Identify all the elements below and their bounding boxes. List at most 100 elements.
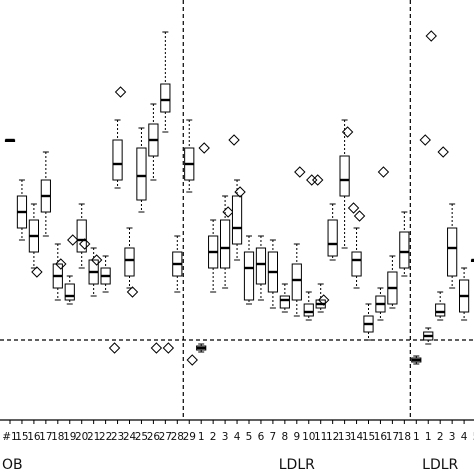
outlier-point — [306, 174, 318, 186]
x-tick-label: 17 — [39, 431, 52, 443]
separator-layer — [0, 0, 474, 420]
x-tick-label: 3 — [449, 431, 456, 443]
x-tick-label: 19 — [63, 431, 76, 443]
box-iqr — [255, 247, 267, 285]
box-iqr — [435, 303, 446, 317]
x-tick-label: 4 — [461, 431, 468, 443]
x-tick-label: 18 — [398, 431, 411, 443]
box-38 — [447, 203, 458, 289]
box-14 — [160, 31, 175, 354]
boxes-layer — [4, 30, 474, 366]
x-tick-label: 25 — [135, 431, 148, 443]
box-iqr — [399, 231, 410, 269]
outlier-point — [150, 342, 163, 354]
box-iqr — [447, 227, 458, 277]
box-24 — [279, 283, 290, 313]
box-35 — [411, 355, 422, 365]
box-iqr — [76, 219, 87, 253]
box-25 — [291, 166, 306, 317]
x-tick-label: 10 — [302, 431, 315, 443]
box-iqr — [112, 139, 123, 181]
outlier-point — [31, 266, 43, 278]
x-tick-label: 1 — [198, 431, 205, 443]
outlier-point — [353, 210, 366, 222]
box-5 — [52, 243, 67, 301]
x-tick-label: 23 — [111, 431, 124, 443]
outlier-point — [90, 254, 103, 266]
x-tick-label: 28 — [171, 431, 184, 443]
box-39 — [459, 267, 470, 321]
outlier-point — [126, 286, 139, 298]
x-tick-label: 18 — [51, 431, 64, 443]
box-18 — [208, 219, 219, 293]
x-tick-label: 14 — [350, 431, 364, 443]
box-7 — [76, 203, 91, 269]
box-17 — [196, 142, 210, 353]
box-21 — [243, 235, 255, 305]
box-40 — [470, 258, 474, 262]
x-tick-label: 26 — [147, 431, 161, 443]
box-31 — [363, 303, 374, 341]
box-iqr — [160, 83, 171, 113]
box-iqr — [279, 295, 290, 309]
outlier-point — [67, 234, 79, 246]
outlier-point — [425, 30, 437, 42]
box-4 — [40, 151, 51, 237]
box-iqr — [303, 303, 314, 317]
box-15 — [172, 235, 183, 293]
outlier-point — [228, 134, 240, 146]
x-tick-label: 24 — [123, 431, 137, 443]
outlier-point — [294, 166, 306, 178]
x-tick-label: 15 — [362, 431, 375, 443]
outlier-point — [347, 202, 360, 214]
box-iqr — [351, 251, 362, 277]
box-29 — [339, 119, 354, 249]
outlier-point — [317, 294, 330, 306]
group-label-2: LDLR — [279, 457, 315, 473]
box-10 — [108, 86, 127, 354]
box-16 — [184, 119, 198, 366]
box-20 — [228, 134, 246, 261]
outlier-point — [114, 86, 127, 98]
x-tick-label: 3 — [222, 431, 229, 443]
x-tick-label: 11 — [314, 431, 327, 443]
x-tick-label: 22 — [99, 431, 112, 443]
outlier-point — [419, 134, 431, 146]
outlier-point — [377, 166, 390, 178]
x-tick-label: 21 — [87, 431, 100, 443]
outlier-point — [341, 126, 354, 138]
outlier-point — [234, 186, 246, 198]
x-tick-label: 17 — [386, 431, 399, 443]
outlier-point — [78, 238, 91, 250]
box-3 — [28, 203, 43, 278]
x-tick-label: 5 — [246, 431, 253, 443]
x-tick-label: 20 — [75, 431, 88, 443]
x-tick-label: 29 — [183, 431, 196, 443]
box-13 — [148, 103, 163, 354]
box-iqr — [291, 263, 302, 301]
box-27 — [311, 174, 330, 313]
box-iqr — [231, 195, 243, 245]
box-37 — [435, 146, 449, 321]
x-tick-label: 2 — [210, 431, 217, 443]
outlier-point — [186, 354, 198, 366]
x-tick-label: 16 — [374, 431, 388, 443]
box-32 — [375, 166, 390, 321]
box-iqr — [243, 251, 255, 301]
x-tick-label: 1 — [413, 431, 420, 443]
box-22 — [255, 235, 267, 301]
outlier-point — [222, 206, 234, 218]
box-1 — [4, 138, 16, 142]
box-26 — [303, 174, 318, 321]
box-19 — [220, 195, 234, 289]
x-tick-label: #1 — [2, 431, 17, 443]
outlier-point — [108, 342, 121, 354]
box-34 — [399, 211, 410, 277]
box-iqr — [136, 147, 147, 201]
x-tick-label: 2 — [437, 431, 444, 443]
x-tick-label: 4 — [234, 431, 241, 443]
x-tick-label: 12 — [326, 431, 339, 443]
x-tick-label: 27 — [159, 431, 172, 443]
